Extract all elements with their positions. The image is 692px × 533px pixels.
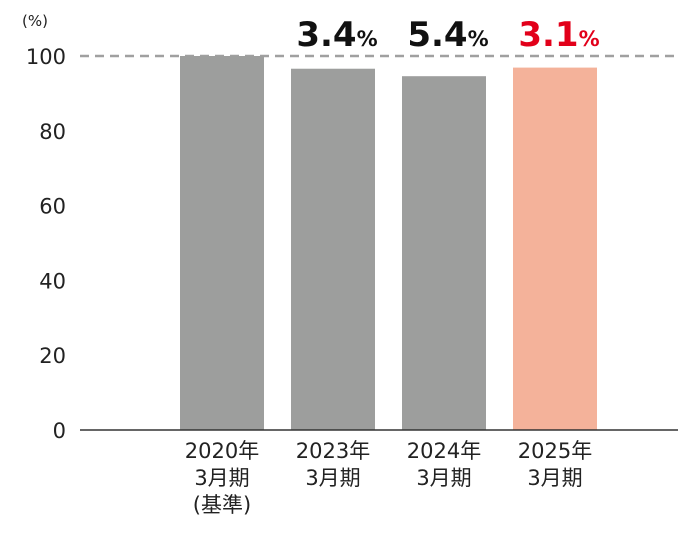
annotation-unit: %: [357, 27, 378, 51]
annotation-unit: %: [579, 27, 600, 51]
y-tick-label: 20: [39, 344, 66, 368]
bar-2: [402, 76, 486, 431]
y-tick-label: 0: [53, 419, 66, 443]
category-label-2: 2024年: [407, 439, 481, 463]
y-tick-label: 60: [39, 195, 66, 219]
y-tick-label: 40: [39, 269, 66, 293]
category-label-3: 3月期: [527, 466, 582, 490]
y-tick-label: 100: [26, 45, 66, 69]
y-unit-label: (%): [22, 12, 48, 30]
y-tick-label: 80: [39, 120, 66, 144]
category-label-0: 2020年: [185, 439, 259, 463]
bars: [180, 56, 597, 431]
annotation-value: 5.4: [407, 15, 467, 55]
bar-annotations: 3.4% 5.4% 3.1%: [296, 15, 599, 55]
y-axis-ticks: 0 20 40 60 80 100: [26, 45, 66, 443]
annotation-unit: %: [468, 27, 489, 51]
bar-annotation-2: 5.4%: [407, 15, 488, 55]
category-label-3: 2025年: [518, 439, 592, 463]
bar-0: [180, 56, 264, 430]
category-label-2: 3月期: [416, 466, 471, 490]
category-label-1: 2023年: [296, 439, 370, 463]
annotation-value: 3.1: [518, 15, 578, 55]
bar-annotation-3: 3.1%: [518, 15, 599, 55]
bar-1: [291, 68, 375, 430]
category-labels: 2020年 3月期 (基準) 2023年 3月期 2024年 3月期 2025年 3月期: [185, 439, 592, 517]
category-label-0: (基準): [193, 493, 251, 517]
bar-annotation-1: 3.4%: [296, 15, 377, 55]
category-label-1: 3月期: [305, 466, 360, 490]
annotation-value: 3.4: [296, 15, 356, 55]
category-label-0: 3月期: [194, 466, 249, 490]
bar-3: [513, 67, 597, 431]
